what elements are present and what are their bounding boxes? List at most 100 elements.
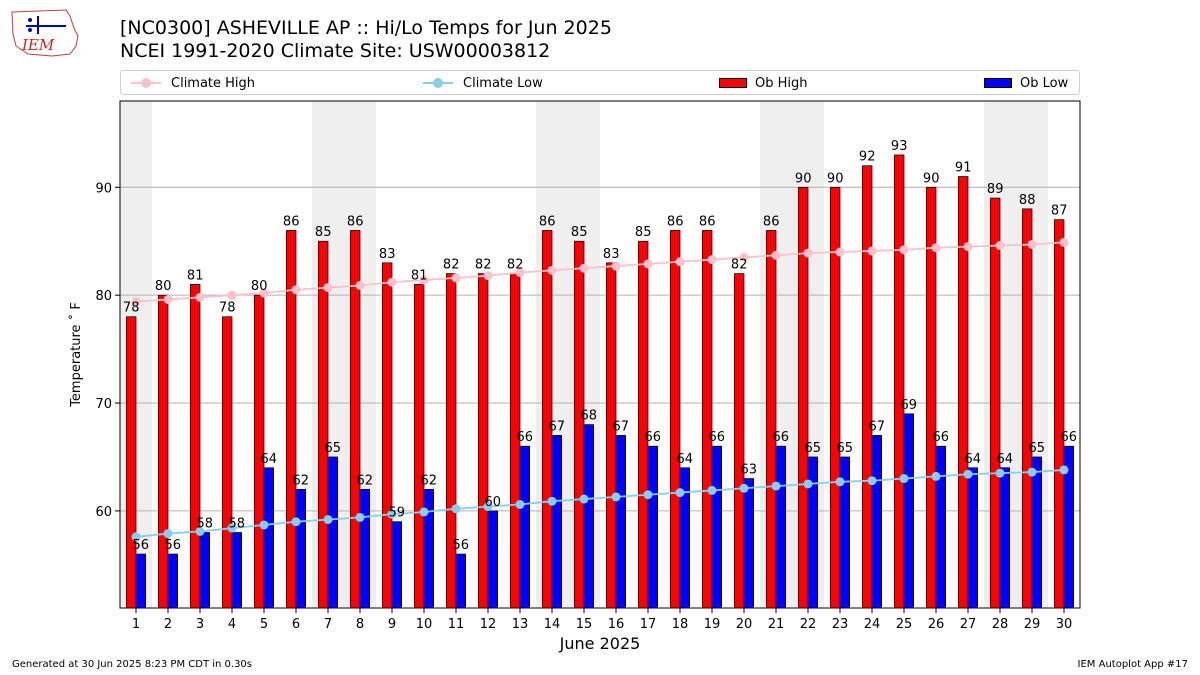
climate-high-point [707,255,717,265]
chart-title: [NC0300] ASHEVILLE AP :: Hi/Lo Temps for… [120,17,612,39]
ob-low-bar [903,413,914,609]
ob-low-label: 56 [453,538,470,553]
ob-low-label: 62 [357,473,374,488]
ob-low-bar [487,510,498,609]
climate-low-point [515,499,525,509]
ob-high-label: 78 [123,301,140,316]
climate-high-point [291,285,301,295]
ob-high-bar [158,294,169,609]
climate-low-point [323,515,333,525]
climate-high-point [963,242,973,252]
climate-low-point [963,469,973,479]
ob-low-bar [551,435,562,609]
plot-frame [119,100,1081,609]
climate-low-point [451,504,461,514]
ob-high-bar [574,240,585,609]
climate-high-point [1027,239,1037,249]
ob-high-label: 85 [635,225,652,240]
ob-low-bar [999,467,1010,609]
ob-low-bar [871,435,882,609]
climate-high-point [643,259,653,269]
climate-low-point [483,502,493,512]
legend-climate-low: Climate Low [421,73,543,93]
climate-high-point [995,241,1005,251]
x-tick-label: 7 [324,617,332,632]
generated-timestamp: Generated at 30 Jun 2025 8:23 PM CDT in … [12,659,253,670]
climate-low-point [643,490,653,500]
climate-high-point [931,243,941,253]
x-tick-label: 29 [1024,617,1041,632]
y-axis-label: Temperature ˚ F [68,302,84,408]
climate-high-point [259,288,269,298]
ob-low-label: 62 [293,473,310,488]
x-tick-label: 28 [992,617,1009,632]
ob-high-bar [638,240,649,609]
climate-low-point [675,488,685,498]
legend-ob-low: Ob Low [984,73,1068,93]
climate-low-point [1059,465,1069,475]
ob-low-bar [167,553,178,609]
ob-low-bar [775,445,786,609]
ob-high-label: 86 [699,214,716,229]
ob-low-bar [135,553,146,609]
ob-high-label: 85 [571,225,588,240]
x-tick-label: 3 [196,617,204,632]
climate-high-point [899,245,909,255]
ob-high-bar [990,197,1001,609]
climate-low-point [995,468,1005,478]
ob-low-bar [263,467,274,609]
ob-low-label: 60 [485,495,502,510]
climate-high-point [1059,237,1069,247]
ob-low-bar [327,456,338,609]
y-tick-label: 90 [95,181,112,196]
climate-low-point [131,532,141,542]
ob-low-label: 69 [901,398,918,413]
ob-low-label: 64 [677,452,694,467]
climate-high-point [451,273,461,283]
x-tick-label: 21 [768,617,785,632]
legend-ob-low-label: Ob Low [1020,75,1069,91]
x-tick-label: 24 [864,617,881,632]
x-tick-label: 1 [132,617,140,632]
ob-high-bar [1022,208,1033,609]
climate-low-swatch [421,73,455,93]
ob-high-bar [382,262,393,609]
ob-low-bar [359,488,370,609]
x-tick-label: 13 [512,617,529,632]
climate-high-point [547,265,557,275]
ob-high-label: 93 [891,139,908,154]
x-tick-label: 2 [164,617,172,632]
ob-high-bar [126,316,137,609]
climate-low-point [803,479,813,489]
x-axis-label: June 2025 [559,634,641,653]
ob-low-bar [1031,456,1042,609]
climate-high-point [803,248,813,258]
climate-low-point [739,483,749,493]
x-tick-label: 10 [416,617,433,632]
climate-high-swatch [129,73,163,93]
x-tick-label: 11 [448,617,465,632]
x-tick-label: 4 [228,617,236,632]
ob-high-bar [414,284,425,609]
ob-low-bar [967,467,978,609]
climate-low-line [135,469,1065,538]
climate-high-point [419,275,429,285]
x-tick-label: 9 [388,617,396,632]
climate-low-point [355,512,365,522]
x-tick-label: 23 [832,617,849,632]
ob-high-bar [190,284,201,609]
climate-high-point [323,283,333,293]
x-tick-label: 15 [576,617,593,632]
climate-high-point [131,297,141,307]
climate-low-point [899,474,909,484]
ob-low-label: 66 [773,430,790,445]
climate-high-point [835,247,845,257]
ob-high-label: 91 [955,161,972,176]
climate-high-point [611,261,621,271]
ob-low-label: 65 [1029,441,1046,456]
climate-low-point [547,496,557,506]
ob-low-label: 67 [869,419,886,434]
climate-low-point [291,517,301,527]
logo-text: IEM [21,36,55,54]
